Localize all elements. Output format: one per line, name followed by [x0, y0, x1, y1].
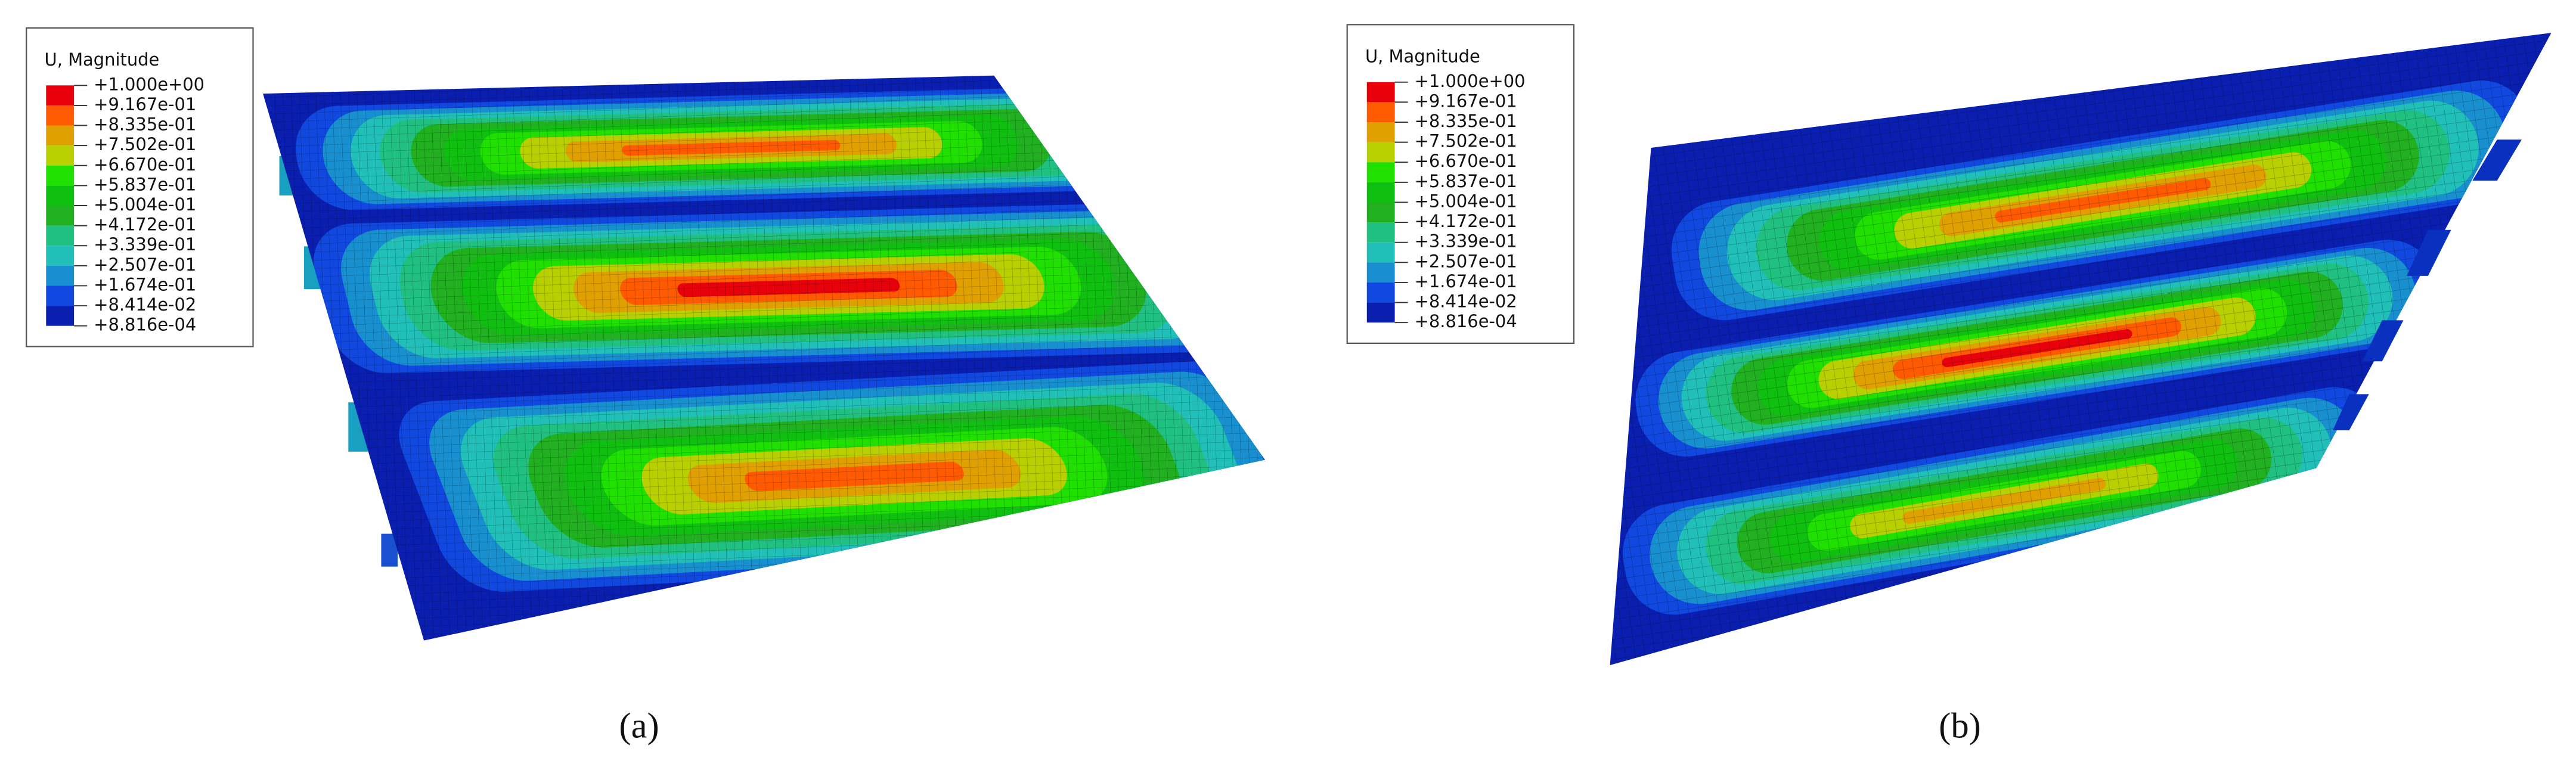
legend: U, Magnitude +1.000e+00+9.167e-01+8.335e-…: [26, 27, 254, 347]
legend-swatch: [1366, 222, 1395, 243]
legend-label: +1.674e-01: [94, 274, 196, 294]
legend-title: U, Magnitude: [1365, 46, 1480, 66]
legend-label: +8.335e-01: [1415, 111, 1517, 131]
legend-swatch: [46, 265, 75, 286]
legend-swatch: [1366, 242, 1395, 263]
legend-swatch: [46, 165, 75, 186]
legend-label: +8.816e-04: [1415, 311, 1517, 331]
legend-label: +2.507e-01: [1415, 251, 1517, 271]
legend-label: +9.167e-01: [94, 94, 196, 114]
legend-label: +5.004e-01: [94, 194, 196, 215]
legend: U, Magnitude +1.000e+00+9.167e-01+8.335e-…: [1346, 24, 1575, 344]
legend-swatch: [46, 246, 75, 266]
legend-label: +2.507e-01: [94, 254, 196, 275]
legend-label: +6.670e-01: [1415, 151, 1517, 171]
legend-label: +7.502e-01: [94, 134, 196, 154]
legend-swatch: [1366, 182, 1395, 203]
legend-label: +9.167e-01: [1415, 91, 1517, 111]
legend-label: +5.837e-01: [94, 174, 196, 194]
legend-label: +5.004e-01: [1415, 191, 1517, 211]
legend-title: U, Magnitude: [45, 49, 160, 70]
legend-label: +8.414e-02: [94, 294, 196, 315]
legend-swatch: [1366, 82, 1395, 103]
legend-label: +4.172e-01: [94, 215, 196, 235]
legend-swatch: [1366, 102, 1395, 123]
legend-label: +8.335e-01: [94, 114, 196, 135]
legend-swatch: [1366, 142, 1395, 163]
legend-swatch: [46, 105, 75, 126]
legend-label: +3.339e-01: [1415, 231, 1517, 252]
legend-label: +8.414e-02: [1415, 291, 1517, 312]
legend-swatch: [1366, 302, 1395, 323]
legend-swatch: [46, 205, 75, 226]
legend-swatch: [46, 285, 75, 306]
legend-swatch: [46, 225, 75, 246]
legend-swatch: [46, 185, 75, 206]
legend-label: +1.674e-01: [1415, 271, 1517, 291]
legend-swatch: [1366, 282, 1395, 303]
legend-swatch: [46, 125, 75, 146]
plate-a: [263, 75, 1265, 641]
panel-caption: (b): [1939, 706, 1981, 746]
legend-swatch: [46, 145, 75, 166]
legend-label: +3.339e-01: [94, 234, 196, 254]
legend-label: +6.670e-01: [94, 154, 196, 175]
legend-label: +1.000e+00: [94, 74, 204, 94]
legend-swatch: [46, 85, 75, 105]
legend-label: +7.502e-01: [1415, 131, 1517, 151]
legend-swatch: [1366, 262, 1395, 283]
legend-label: +4.172e-01: [1415, 211, 1517, 231]
legend-swatch: [46, 306, 75, 326]
legend-label: +5.837e-01: [1415, 171, 1517, 191]
legend-swatch: [1366, 202, 1395, 223]
legend-swatch: [1366, 162, 1395, 182]
panel-caption: (a): [619, 706, 659, 746]
legend-swatch: [1366, 122, 1395, 142]
legend-label: +8.816e-04: [94, 315, 196, 335]
legend-label: +1.000e+00: [1415, 71, 1526, 91]
plate-b: [1610, 33, 2552, 666]
